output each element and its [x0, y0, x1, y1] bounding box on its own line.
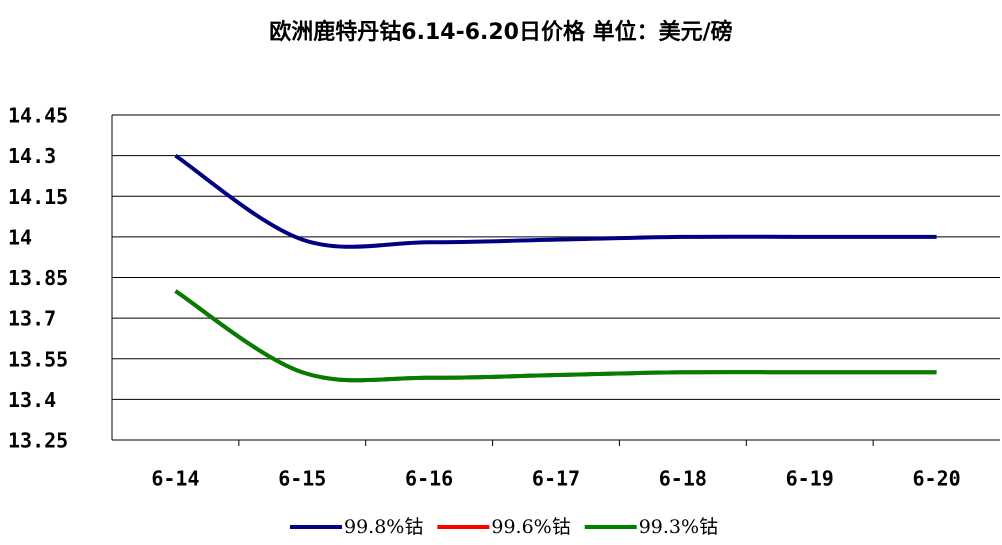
y-tick-label: 14.3	[8, 144, 56, 168]
series-line	[174, 153, 937, 249]
legend-label: 99.3%钴	[639, 516, 718, 538]
legend-label: 99.6%钴	[491, 516, 570, 538]
x-tick-label: 6-18	[659, 467, 707, 491]
y-tick-label: 13.85	[8, 266, 68, 290]
y-tick-label: 14.15	[8, 185, 68, 209]
chart-title: 欧洲鹿特丹钴6.14-6.20日价格 单位：美元/磅	[269, 19, 732, 45]
legend-label: 99.8%钴	[344, 516, 423, 538]
y-tick-label: 13.7	[8, 307, 56, 331]
y-tick-label: 13.55	[8, 347, 68, 371]
y-tick-label: 14.45	[8, 104, 68, 128]
x-tick-label: 6-20	[912, 467, 960, 491]
y-tick-label: 13.25	[8, 429, 68, 453]
x-tick-label: 6-15	[278, 467, 326, 491]
y-tick-label: 13.4	[8, 388, 56, 412]
x-tick-label: 6-19	[786, 467, 834, 491]
series-line	[174, 289, 937, 383]
x-tick-label: 6-17	[532, 467, 580, 491]
y-tick-label: 14	[8, 225, 32, 249]
x-tick-label: 6-14	[151, 467, 199, 491]
x-tick-label: 6-16	[405, 467, 453, 491]
